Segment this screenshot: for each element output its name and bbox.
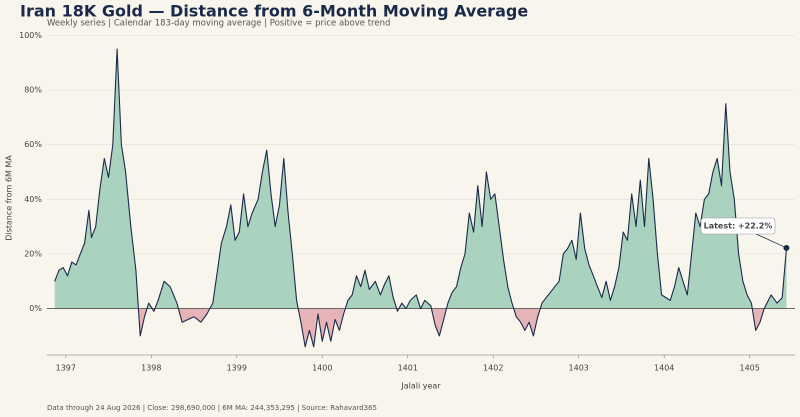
x-tick-label: 1403 — [569, 364, 589, 373]
negative-area — [138, 308, 765, 347]
y-tick-label: 20% — [24, 249, 42, 258]
x-tick-label: 1401 — [398, 364, 418, 373]
y-tick-label: 40% — [24, 195, 42, 204]
chart-subtitle: Weekly series | Calendar 183-day moving … — [47, 19, 390, 29]
x-tick-label: 1404 — [654, 364, 674, 373]
y-tick-label: 0% — [29, 304, 42, 313]
y-tick-label: 80% — [24, 86, 42, 95]
x-tick-label: 1399 — [227, 364, 247, 373]
series-line — [54, 48, 788, 348]
annotation: Latest: +22.2% — [704, 222, 773, 231]
x-axis-label: Jalali year — [400, 382, 441, 391]
x-tick-label: 1402 — [483, 364, 503, 373]
y-tick-label: 100% — [19, 31, 42, 40]
x-tick-label: 1400 — [312, 364, 332, 373]
x-tick-label: 1397 — [56, 364, 76, 373]
latest-point — [783, 244, 790, 251]
y-tick-label: 60% — [24, 140, 42, 149]
annotation-box — [700, 217, 776, 235]
x-tick-label: 1405 — [740, 364, 760, 373]
y-axis-label: Distance from 6M MA — [5, 155, 14, 241]
x-tick-label: 1398 — [141, 364, 161, 373]
positive-area — [54, 49, 787, 309]
annotation-arrow — [755, 233, 785, 248]
footer: Data through 24 Aug 2026 | Close: 298,69… — [47, 404, 377, 412]
chart-title: Iran 18K Gold — Distance from 6-Month Mo… — [20, 2, 528, 21]
